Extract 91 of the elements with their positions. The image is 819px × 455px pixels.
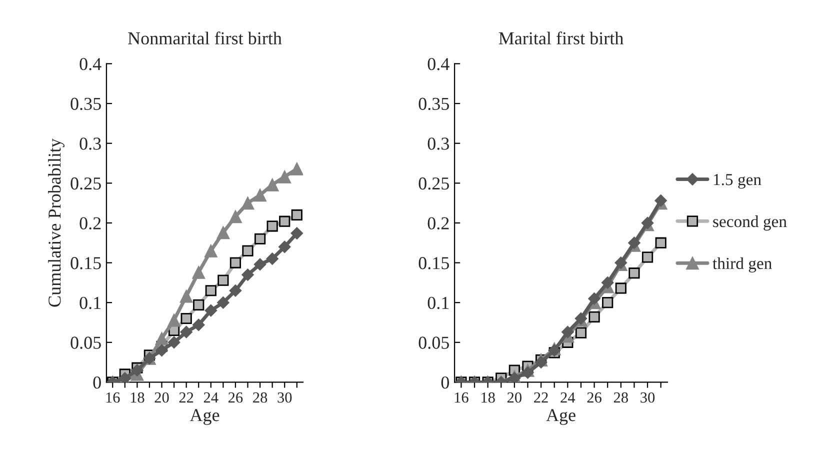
point [205, 285, 216, 296]
point [561, 326, 574, 338]
point [242, 268, 254, 281]
point [291, 209, 302, 221]
point [602, 297, 614, 308]
point [204, 304, 218, 317]
x-tick-label: 28 [614, 392, 628, 403]
y-tick-label: 0 [441, 376, 449, 389]
y-tick-label: 0.25 [418, 177, 449, 190]
point [254, 258, 266, 271]
point [216, 226, 230, 240]
x-tick-label: 22 [534, 392, 548, 403]
x-tick-label: 28 [253, 392, 268, 403]
y-tick-label: 0.1 [80, 296, 101, 310]
point [588, 311, 600, 322]
point [192, 318, 205, 332]
x-axis-title: Age [190, 409, 220, 425]
point [615, 282, 626, 294]
point [180, 312, 192, 324]
legend-label: second gen [713, 215, 787, 231]
x-axis-title: Age [546, 409, 576, 425]
y-tick-label: 0 [93, 376, 101, 389]
point [254, 233, 266, 244]
x-tick-label: 20 [507, 392, 522, 403]
point [204, 244, 218, 258]
x-tick-label: 16 [454, 392, 468, 403]
point [588, 292, 601, 305]
x-tick-label: 24 [560, 392, 576, 403]
point [266, 252, 279, 266]
point [642, 252, 654, 263]
y-tick-label: 0.05 [70, 336, 101, 349]
x-tick-label: 20 [154, 392, 169, 403]
point [242, 245, 254, 256]
point [180, 290, 193, 303]
x-tick-label: 18 [130, 392, 144, 403]
y-tick-label: 0.2 [80, 217, 101, 230]
point [193, 299, 204, 311]
x-tick-label: 30 [278, 392, 292, 403]
point [241, 196, 254, 210]
y-tick-label: 0.25 [70, 177, 101, 190]
y-tick-label: 0.4 [428, 58, 450, 70]
point [167, 313, 181, 327]
point [290, 162, 304, 176]
point [168, 336, 180, 349]
x-tick-label: 26 [587, 392, 602, 403]
x-tick-label: 22 [179, 392, 194, 403]
point [628, 268, 640, 279]
point [218, 274, 229, 286]
x-tick-label: 18 [482, 392, 495, 403]
y-tick-label: 0.05 [418, 336, 449, 349]
point [655, 237, 666, 248]
point [230, 257, 242, 268]
x-tick-label: 24 [204, 392, 218, 403]
y-tick-label: 0.2 [428, 217, 449, 230]
point [290, 227, 304, 240]
y-tick-label: 0.35 [418, 98, 449, 110]
point [192, 266, 206, 279]
point [156, 344, 168, 357]
point [278, 240, 291, 254]
x-tick-label: 30 [640, 392, 655, 403]
point [654, 194, 668, 207]
point [266, 220, 278, 232]
point [534, 356, 548, 369]
y-tick-label: 0.35 [70, 98, 101, 110]
y-tick-label: 0.3 [80, 138, 101, 150]
y-tick-label: 0.4 [80, 58, 102, 70]
point [522, 366, 534, 379]
point [628, 236, 640, 250]
point [266, 178, 279, 192]
x-tick-label: 16 [106, 392, 120, 403]
x-tick-label: 26 [228, 392, 243, 403]
point [278, 170, 292, 184]
point [228, 210, 242, 224]
point [180, 326, 193, 338]
y-tick-label: 0.15 [70, 257, 101, 270]
chart-title: Marital first birth [498, 32, 624, 44]
point [279, 216, 290, 227]
point [130, 364, 144, 376]
point [253, 188, 267, 202]
chart-title: Nonmarital first birth [128, 32, 282, 44]
legend-label: 1.5 gen [714, 174, 762, 189]
point [229, 284, 242, 297]
point [155, 332, 168, 346]
point [601, 276, 614, 289]
point [216, 296, 230, 309]
y-tick-label: 0.1 [428, 296, 449, 310]
y-axis-title: Cumulative Probability [48, 138, 64, 307]
point [575, 327, 587, 338]
y-tick-label: 0.15 [418, 257, 449, 270]
legend-label: third gen [712, 257, 772, 273]
y-tick-label: 0.3 [428, 138, 449, 150]
